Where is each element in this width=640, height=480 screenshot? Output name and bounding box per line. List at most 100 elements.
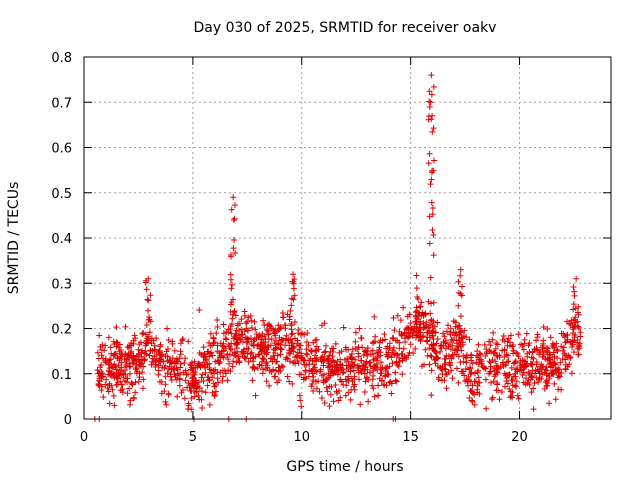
data-point bbox=[318, 395, 325, 402]
data-point bbox=[239, 351, 246, 358]
data-point bbox=[494, 363, 501, 370]
data-point bbox=[302, 367, 309, 374]
data-point bbox=[143, 322, 150, 329]
data-point bbox=[205, 376, 212, 383]
data-point bbox=[397, 317, 404, 324]
data-point bbox=[245, 345, 252, 352]
data-point bbox=[146, 329, 153, 336]
data-point bbox=[399, 371, 406, 378]
data-point bbox=[294, 340, 301, 347]
data-point bbox=[375, 382, 382, 389]
data-point bbox=[447, 329, 454, 336]
data-point bbox=[449, 375, 456, 382]
data-point bbox=[430, 167, 437, 174]
data-point bbox=[263, 326, 270, 333]
data-point bbox=[503, 378, 510, 385]
data-point bbox=[139, 330, 146, 337]
data-point bbox=[483, 346, 490, 353]
data-point bbox=[560, 344, 567, 351]
data-point bbox=[254, 365, 261, 372]
data-point bbox=[355, 353, 362, 360]
data-point bbox=[457, 340, 464, 347]
data-point bbox=[479, 363, 486, 370]
data-point bbox=[326, 403, 333, 410]
data-point bbox=[339, 369, 346, 376]
data-point bbox=[273, 344, 280, 351]
data-point bbox=[419, 309, 426, 316]
data-point bbox=[475, 341, 482, 348]
data-point bbox=[121, 355, 128, 362]
data-point bbox=[241, 354, 248, 361]
data-point bbox=[521, 364, 528, 371]
data-point bbox=[357, 401, 364, 408]
data-point bbox=[486, 338, 493, 345]
data-point bbox=[135, 378, 142, 385]
data-point bbox=[515, 395, 522, 402]
data-point bbox=[286, 313, 293, 320]
data-point bbox=[149, 347, 156, 354]
data-point bbox=[352, 329, 359, 336]
data-point bbox=[187, 361, 194, 368]
data-point bbox=[191, 358, 198, 365]
data-point bbox=[422, 324, 429, 331]
data-point bbox=[427, 274, 434, 281]
data-point bbox=[145, 275, 152, 282]
data-point bbox=[227, 276, 234, 283]
data-point bbox=[395, 354, 402, 361]
data-point bbox=[431, 157, 438, 164]
data-point bbox=[116, 357, 123, 364]
data-point bbox=[534, 334, 541, 341]
data-point bbox=[142, 348, 149, 355]
data-point bbox=[219, 367, 226, 374]
data-point bbox=[370, 351, 377, 358]
data-point bbox=[185, 338, 192, 345]
data-point bbox=[257, 336, 264, 343]
data-point bbox=[186, 384, 193, 391]
data-point bbox=[260, 317, 267, 324]
data-point bbox=[204, 374, 211, 381]
data-point bbox=[326, 352, 333, 359]
data-point bbox=[428, 353, 435, 360]
data-point bbox=[269, 355, 276, 362]
data-point bbox=[228, 285, 235, 292]
data-point bbox=[145, 307, 152, 314]
data-point bbox=[207, 350, 214, 357]
data-point bbox=[111, 361, 118, 368]
data-point bbox=[199, 404, 206, 411]
data-point bbox=[570, 349, 577, 356]
data-point bbox=[488, 379, 495, 386]
data-point bbox=[429, 322, 436, 329]
data-point bbox=[395, 363, 402, 370]
plot-frame bbox=[83, 56, 612, 420]
data-point bbox=[490, 329, 497, 336]
data-point bbox=[177, 348, 184, 355]
data-point bbox=[343, 362, 350, 369]
data-point bbox=[547, 364, 554, 371]
data-point bbox=[300, 376, 307, 383]
data-point bbox=[465, 382, 472, 389]
data-point bbox=[551, 344, 558, 351]
data-point bbox=[324, 388, 331, 395]
data-point bbox=[544, 380, 551, 387]
data-point bbox=[191, 393, 198, 400]
data-point bbox=[275, 368, 282, 375]
data-point bbox=[434, 335, 441, 342]
data-point bbox=[574, 345, 581, 352]
data-point bbox=[275, 322, 282, 329]
data-point bbox=[164, 357, 171, 364]
data-point bbox=[388, 380, 395, 387]
data-point bbox=[244, 335, 251, 342]
data-point bbox=[486, 358, 493, 365]
data-point bbox=[548, 369, 555, 376]
data-point bbox=[162, 362, 169, 369]
data-point bbox=[108, 370, 115, 377]
data-point bbox=[245, 358, 252, 365]
data-point bbox=[98, 347, 105, 354]
data-point bbox=[195, 360, 202, 367]
data-point bbox=[182, 367, 189, 374]
data-point bbox=[252, 392, 259, 399]
data-point bbox=[426, 98, 433, 105]
data-point bbox=[98, 387, 105, 394]
y-tick-label: 0.4 bbox=[51, 232, 72, 247]
x-tick-label: 15 bbox=[402, 430, 419, 445]
